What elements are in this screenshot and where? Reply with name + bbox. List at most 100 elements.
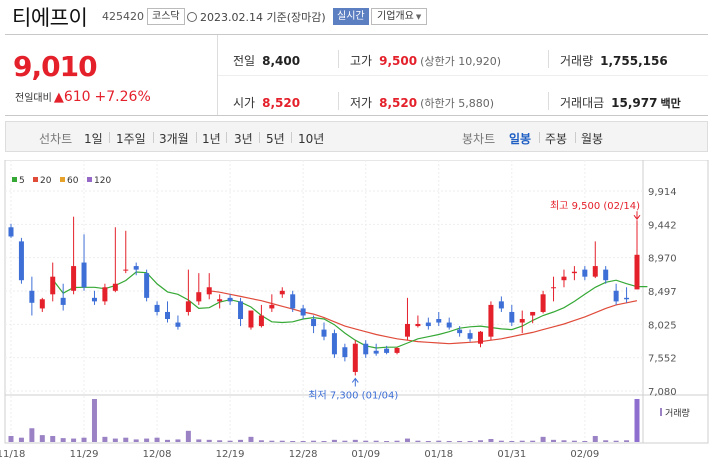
volume-bar — [592, 435, 598, 442]
tab-line-1d[interactable]: 1일 — [84, 132, 103, 146]
current-price: 9,010 — [13, 50, 98, 83]
tab-line-1w[interactable]: 1주일 — [116, 132, 146, 146]
volume-bar — [509, 441, 515, 442]
y-tick-label: 9,442 — [648, 220, 677, 231]
prev-close-label: 전일 — [233, 54, 256, 68]
volume-bar — [436, 440, 442, 442]
candle-body — [457, 329, 463, 334]
low-price: 저가 8,520 (하한가 5,880) — [350, 94, 494, 111]
chart-frame — [4, 160, 709, 444]
candle-body — [258, 315, 264, 327]
volume-bar — [613, 440, 619, 442]
volume-bar — [384, 441, 390, 442]
tab-divider — [109, 132, 110, 143]
volume-bar — [112, 438, 118, 442]
legend-swatch — [60, 177, 65, 182]
low-arrowhead-icon — [351, 377, 359, 383]
volume-bar — [50, 435, 56, 442]
tab-line-1y[interactable]: 1년 — [202, 132, 221, 146]
tab-line-3y[interactable]: 3년 — [234, 132, 253, 146]
candle-body — [530, 311, 536, 316]
candle-body — [446, 322, 452, 328]
candle-body — [498, 301, 504, 309]
volume-bar — [394, 440, 400, 442]
chevron-down-icon: ▼ — [415, 13, 422, 21]
tab-line-10y[interactable]: 10년 — [298, 132, 325, 146]
volume-bar — [290, 441, 296, 442]
line-chart-group-label: 선차트 — [39, 132, 73, 146]
volume-bar — [18, 437, 24, 442]
tab-divider — [291, 132, 292, 143]
volume-bar — [311, 440, 317, 442]
volume-bar — [561, 440, 567, 442]
volume-bar — [519, 440, 525, 442]
date-value: 2023.02.14 — [200, 11, 263, 24]
tab-divider — [539, 132, 540, 143]
candlestick-chart[interactable]: 9,914 9,442 8,970 8,497 8,025 7,552 7,080 11/18… — [0, 160, 713, 469]
candle-body — [29, 290, 35, 303]
tab-weekly[interactable]: 주봉 — [545, 132, 568, 146]
volume-bar — [530, 440, 536, 442]
company-overview-dropdown[interactable]: 기업개요 ▼ — [371, 8, 428, 25]
candle-body — [185, 301, 191, 312]
candle-body — [217, 299, 223, 302]
candle-body — [165, 311, 170, 320]
x-tick-label: 12/19 — [216, 449, 245, 460]
x-tick-label: 12/08 — [143, 449, 172, 460]
stock-name: 티에프이 — [12, 6, 88, 30]
high-label: 고가 — [350, 54, 373, 68]
volume-bar — [269, 440, 275, 442]
legend-swatch — [12, 177, 17, 182]
row-separator — [218, 75, 708, 76]
candle-body — [540, 294, 546, 312]
volume: 거래량 1,755,156 — [560, 52, 668, 69]
candle-body — [18, 241, 24, 281]
x-tick-label: 11/18 — [0, 449, 25, 460]
amount-label: 거래대금 — [560, 96, 605, 110]
cell-separator — [338, 92, 339, 110]
volume-bar — [446, 441, 452, 442]
candle-body — [290, 294, 296, 309]
candle-body — [331, 333, 337, 355]
tab-daily[interactable]: 일봉 — [509, 132, 532, 146]
candle-body — [8, 227, 14, 237]
tab-monthly[interactable]: 월봉 — [581, 132, 604, 146]
high-value: 9,500 — [379, 54, 418, 68]
candle-body — [123, 269, 129, 271]
candle-body — [50, 276, 56, 295]
candle-body — [404, 323, 410, 337]
candle-body — [300, 308, 306, 316]
volume-bar — [571, 440, 577, 442]
stock-code: 425420 — [102, 10, 144, 23]
tab-line-3m[interactable]: 3개월 — [159, 132, 189, 146]
x-tick-label: 01/31 — [497, 449, 526, 460]
basis-date: 2023.02.14 기준(장마감) — [187, 9, 326, 25]
candle-body — [133, 266, 139, 270]
volume-bar — [331, 439, 337, 442]
low-value: 8,520 — [379, 96, 418, 110]
tab-divider — [196, 132, 197, 143]
ma20-line — [209, 290, 638, 345]
volume-bar — [217, 440, 223, 442]
candle-body — [81, 262, 87, 288]
low-annotation: 최저 7,300 (01/04) — [308, 389, 398, 401]
change-value: 610 — [63, 89, 91, 105]
chart-period-tabs: 선차트 1일 1주일 3개월 1년 3년 5년 10년 봉차트 일봉 주봉 월봉 — [5, 121, 708, 152]
candle-body — [394, 347, 400, 353]
tab-divider — [153, 132, 154, 143]
summary-divider — [217, 35, 218, 115]
volume-bar — [39, 435, 45, 442]
low-label: 저가 — [350, 96, 373, 110]
legend-swatch — [33, 177, 38, 182]
candle-body — [582, 269, 588, 277]
clock-icon — [187, 12, 197, 22]
candle-body — [279, 290, 285, 295]
y-tick-label: 8,497 — [648, 287, 677, 298]
volume-bar — [258, 440, 264, 442]
realtime-button[interactable]: 실시간 — [333, 8, 369, 25]
tab-line-5y[interactable]: 5년 — [266, 132, 285, 146]
volume-bar — [478, 440, 483, 442]
candle-body — [467, 333, 473, 339]
x-tick-label: 01/09 — [351, 449, 380, 460]
volume-value: 1,755,156 — [600, 54, 668, 68]
